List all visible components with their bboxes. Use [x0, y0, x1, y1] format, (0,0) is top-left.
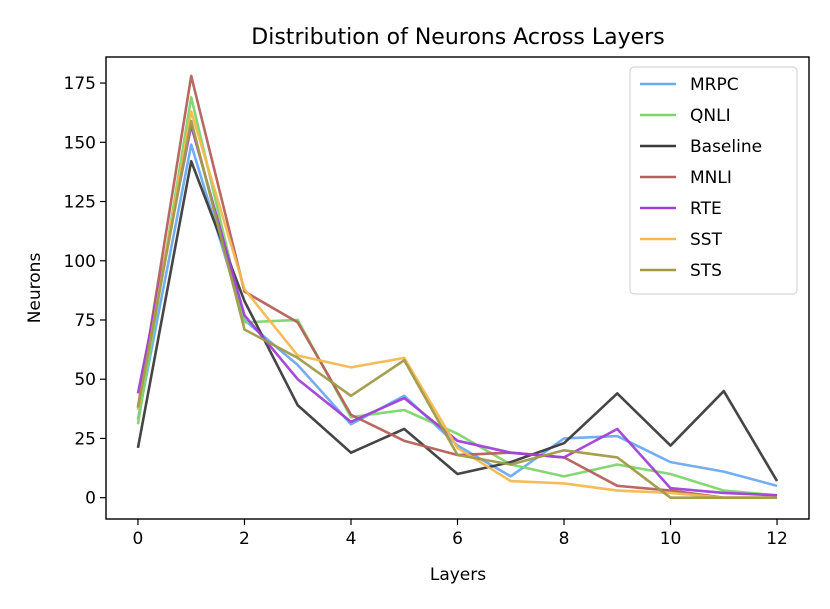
- series-line-qnli: [136, 95, 778, 497]
- x-tick-label: 6: [452, 529, 463, 549]
- y-tick-label: 175: [64, 74, 96, 94]
- legend-box: [629, 66, 798, 295]
- legend-label: MRPC: [690, 75, 739, 95]
- x-axis-label: Layers: [430, 565, 486, 585]
- legend: MRPC QNLI Baseline MNLI RTE SST STS: [629, 66, 798, 295]
- x-tick-label: 8: [559, 529, 570, 549]
- y-tick-label: 0: [85, 489, 96, 509]
- y-axis-ticks: 0 25 50 75 100 125 150 175: [64, 74, 106, 509]
- x-tick-label: 4: [346, 529, 357, 549]
- x-tick-label: 12: [766, 529, 788, 549]
- x-tick-label: 0: [133, 529, 144, 549]
- y-tick-label: 25: [74, 429, 96, 449]
- y-tick-label: 150: [64, 133, 96, 153]
- x-tick-label: 2: [239, 529, 250, 549]
- y-tick-label: 50: [74, 370, 96, 390]
- x-axis-ticks: 0 2 4 6 8 10 12: [133, 519, 788, 549]
- legend-label: SST: [690, 230, 723, 250]
- y-tick-label: 125: [64, 193, 96, 213]
- series-lines: [136, 74, 779, 499]
- x-tick-label: 10: [660, 529, 682, 549]
- legend-label: Baseline: [690, 137, 762, 157]
- y-tick-label: 75: [74, 311, 96, 331]
- legend-label: RTE: [690, 199, 722, 219]
- legend-label: QNLI: [690, 106, 731, 126]
- series-line-rte: [136, 124, 778, 497]
- legend-label: STS: [690, 261, 722, 281]
- series-line-sst: [136, 110, 778, 499]
- series-line-sts: [136, 119, 778, 499]
- series-line-baseline: [136, 159, 779, 482]
- y-axis-label: Neurons: [25, 253, 45, 324]
- chart-title: Distribution of Neurons Across Layers: [251, 25, 664, 50]
- legend-label: MNLI: [690, 168, 732, 188]
- y-tick-label: 100: [64, 252, 96, 272]
